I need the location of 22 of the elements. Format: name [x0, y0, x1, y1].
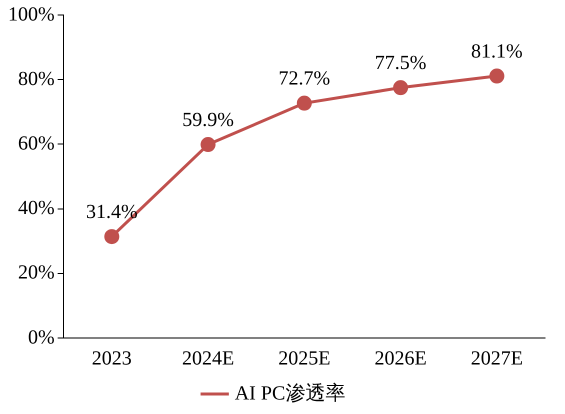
y-tick-label: 20% [18, 262, 55, 284]
y-tick-label: 100% [8, 3, 55, 26]
point [200, 137, 216, 152]
y-tick-label: 80% [18, 68, 55, 90]
point [296, 96, 312, 111]
data-label: 31.4% [86, 200, 138, 223]
x-tick-label: 2026E [374, 347, 427, 370]
data-label: 59.9% [182, 108, 234, 131]
x-tick-label: 2024E [182, 347, 234, 370]
point [393, 80, 408, 96]
point [104, 229, 120, 244]
legend-label: AI PC渗透率 [234, 382, 346, 404]
y-tick-label: 0% [28, 326, 55, 348]
x-tick-label: 2027E [470, 347, 523, 370]
data-label: 77.5% [374, 52, 426, 74]
x-tick-label: 2025E [278, 347, 330, 370]
data-label: 81.1% [471, 40, 523, 62]
y-tick-label: 40% [18, 197, 55, 220]
x-tick-label: 2023 [92, 347, 132, 370]
y-tick-label: 60% [18, 132, 55, 154]
point [489, 68, 504, 84]
data-label: 72.7% [278, 67, 330, 90]
